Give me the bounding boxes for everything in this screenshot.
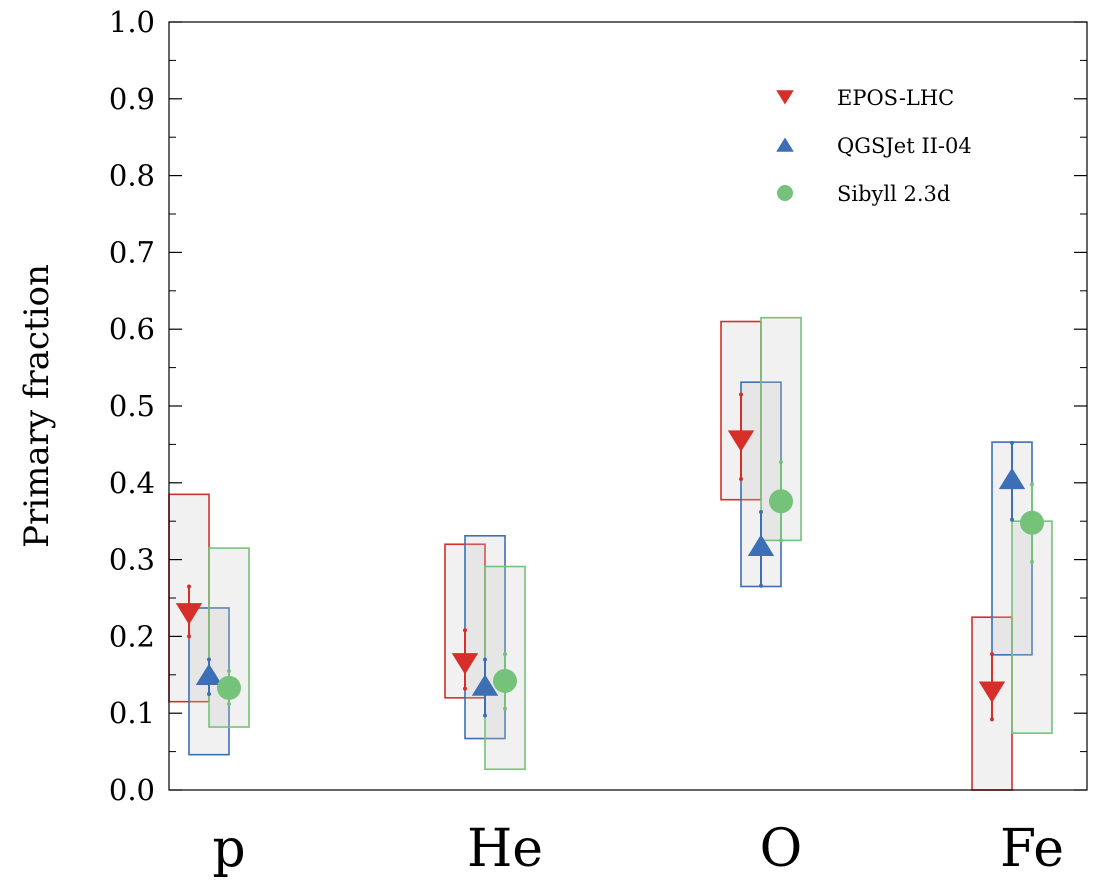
legend: EPOS-LHC QGSJet II-04 Sibyll 2.3d xyxy=(776,86,972,206)
stat-error-cap xyxy=(227,701,231,706)
marker-qgsjet-ii-04 xyxy=(747,534,775,556)
stat-error-cap xyxy=(187,584,191,589)
x-category-label: p xyxy=(212,819,245,879)
marker-epos-lhc xyxy=(175,603,203,625)
data-markers xyxy=(175,430,1044,703)
stat-error-cap xyxy=(1030,482,1034,487)
x-category-label: Fe xyxy=(1000,819,1064,879)
stat-error-cap xyxy=(483,657,487,662)
stat-error-cap xyxy=(759,583,763,588)
stat-error-cap xyxy=(227,668,231,673)
stat-error-bars xyxy=(187,392,1034,722)
stat-error-cap xyxy=(503,652,507,657)
marker-sibyll-2-3d xyxy=(1020,510,1044,535)
stat-error-cap xyxy=(207,692,211,696)
stat-error-cap xyxy=(463,628,467,633)
stat-error-cap xyxy=(1010,440,1014,445)
marker-epos-lhc xyxy=(727,430,755,452)
x-category-label: O xyxy=(760,819,803,879)
stat-error-cap xyxy=(207,657,211,662)
marker-sibyll-2-3d xyxy=(769,489,793,514)
y-tick-label: 0.2 xyxy=(109,619,155,653)
marker-qgsjet-ii-04 xyxy=(195,663,223,685)
y-tick-label: 0.4 xyxy=(109,466,155,500)
y-axis-ticks: 0.0 0.1 0.2 0.3 0.4 0.5 0.6 0.7 0.8 0.9 1.0 xyxy=(109,5,1087,807)
stat-error-cap xyxy=(990,652,994,657)
y-tick-label: 0.1 xyxy=(109,696,155,730)
systematic-bands xyxy=(168,316,1053,791)
stat-error-cap xyxy=(187,634,191,639)
marker-qgsjet-ii-04 xyxy=(998,467,1026,490)
x-category-label: He xyxy=(467,819,543,879)
y-tick-label: 0.6 xyxy=(109,312,155,346)
stat-error-cap xyxy=(463,686,467,691)
stat-error-cap xyxy=(990,717,994,722)
legend-marker-qgsjet-ii-04 xyxy=(776,137,794,152)
y-tick-label: 0.0 xyxy=(109,773,155,807)
marker-qgsjet-ii-04 xyxy=(471,674,499,696)
marker-epos-lhc xyxy=(978,681,1006,703)
legend-marker-sibyll-2-3d xyxy=(777,185,793,201)
y-axis-label: Primary fraction xyxy=(17,264,57,548)
stat-error-cap xyxy=(483,713,487,718)
stat-error-cap xyxy=(759,509,763,514)
stat-error-cap xyxy=(1010,517,1014,522)
marker-epos-lhc xyxy=(451,653,479,675)
y-tick-label: 0.8 xyxy=(109,159,155,193)
x-axis-category-labels: p He O Fe xyxy=(212,819,1064,879)
marker-sibyll-2-3d xyxy=(493,668,517,693)
y-tick-label: 1.0 xyxy=(109,5,155,39)
legend-label: EPOS-LHC xyxy=(837,86,954,110)
stat-error-cap xyxy=(739,476,743,481)
y-tick-label: 0.5 xyxy=(109,389,155,423)
stat-error-cap xyxy=(739,392,743,397)
stat-error-cap xyxy=(503,706,507,711)
stat-error-cap xyxy=(1030,559,1034,564)
stat-error-cap xyxy=(779,460,783,465)
y-tick-label: 0.7 xyxy=(109,235,155,269)
legend-label: QGSJet II-04 xyxy=(837,134,972,158)
stat-error-cap xyxy=(779,538,783,543)
marker-sibyll-2-3d xyxy=(217,675,241,700)
legend-marker-epos-lhc xyxy=(776,90,794,105)
y-tick-label: 0.3 xyxy=(109,543,155,577)
y-tick-label: 0.9 xyxy=(109,82,155,116)
legend-label: Sibyll 2.3d xyxy=(837,182,950,206)
